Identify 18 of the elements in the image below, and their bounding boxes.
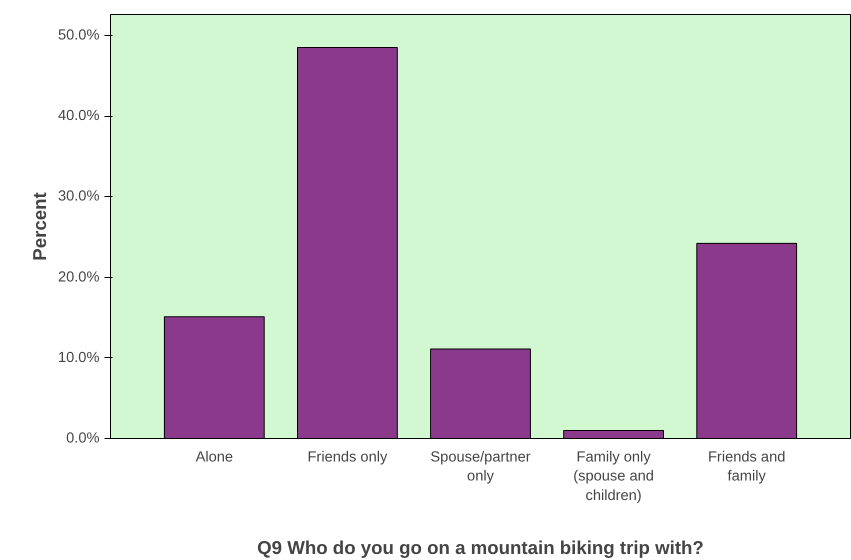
y-axis-title: Percent (28, 192, 50, 261)
x-tick-label: Friends and family (708, 450, 786, 485)
y-tick-label: 0.0% (66, 430, 100, 446)
bar (696, 242, 798, 438)
y-tick-label: 30.0% (58, 188, 100, 205)
x-tick-label: Alone (196, 450, 234, 466)
y-tick-label: 10.0% (58, 350, 100, 366)
bar (296, 47, 398, 438)
x-tick-label: Spouse/partner only (430, 450, 531, 485)
bar (430, 348, 531, 438)
bar (563, 430, 664, 438)
y-tick-label: 20.0% (58, 269, 100, 286)
y-tick-label: 50.0% (58, 27, 100, 44)
x-axis-title: Q9 Who do you go on a mountain biking trip with? (257, 536, 704, 558)
x-tick-label: Family only (spouse and children) (573, 450, 654, 504)
x-tick-label: Friends only (307, 450, 388, 466)
bar (164, 316, 265, 438)
y-tick-label: 40.0% (58, 108, 100, 124)
